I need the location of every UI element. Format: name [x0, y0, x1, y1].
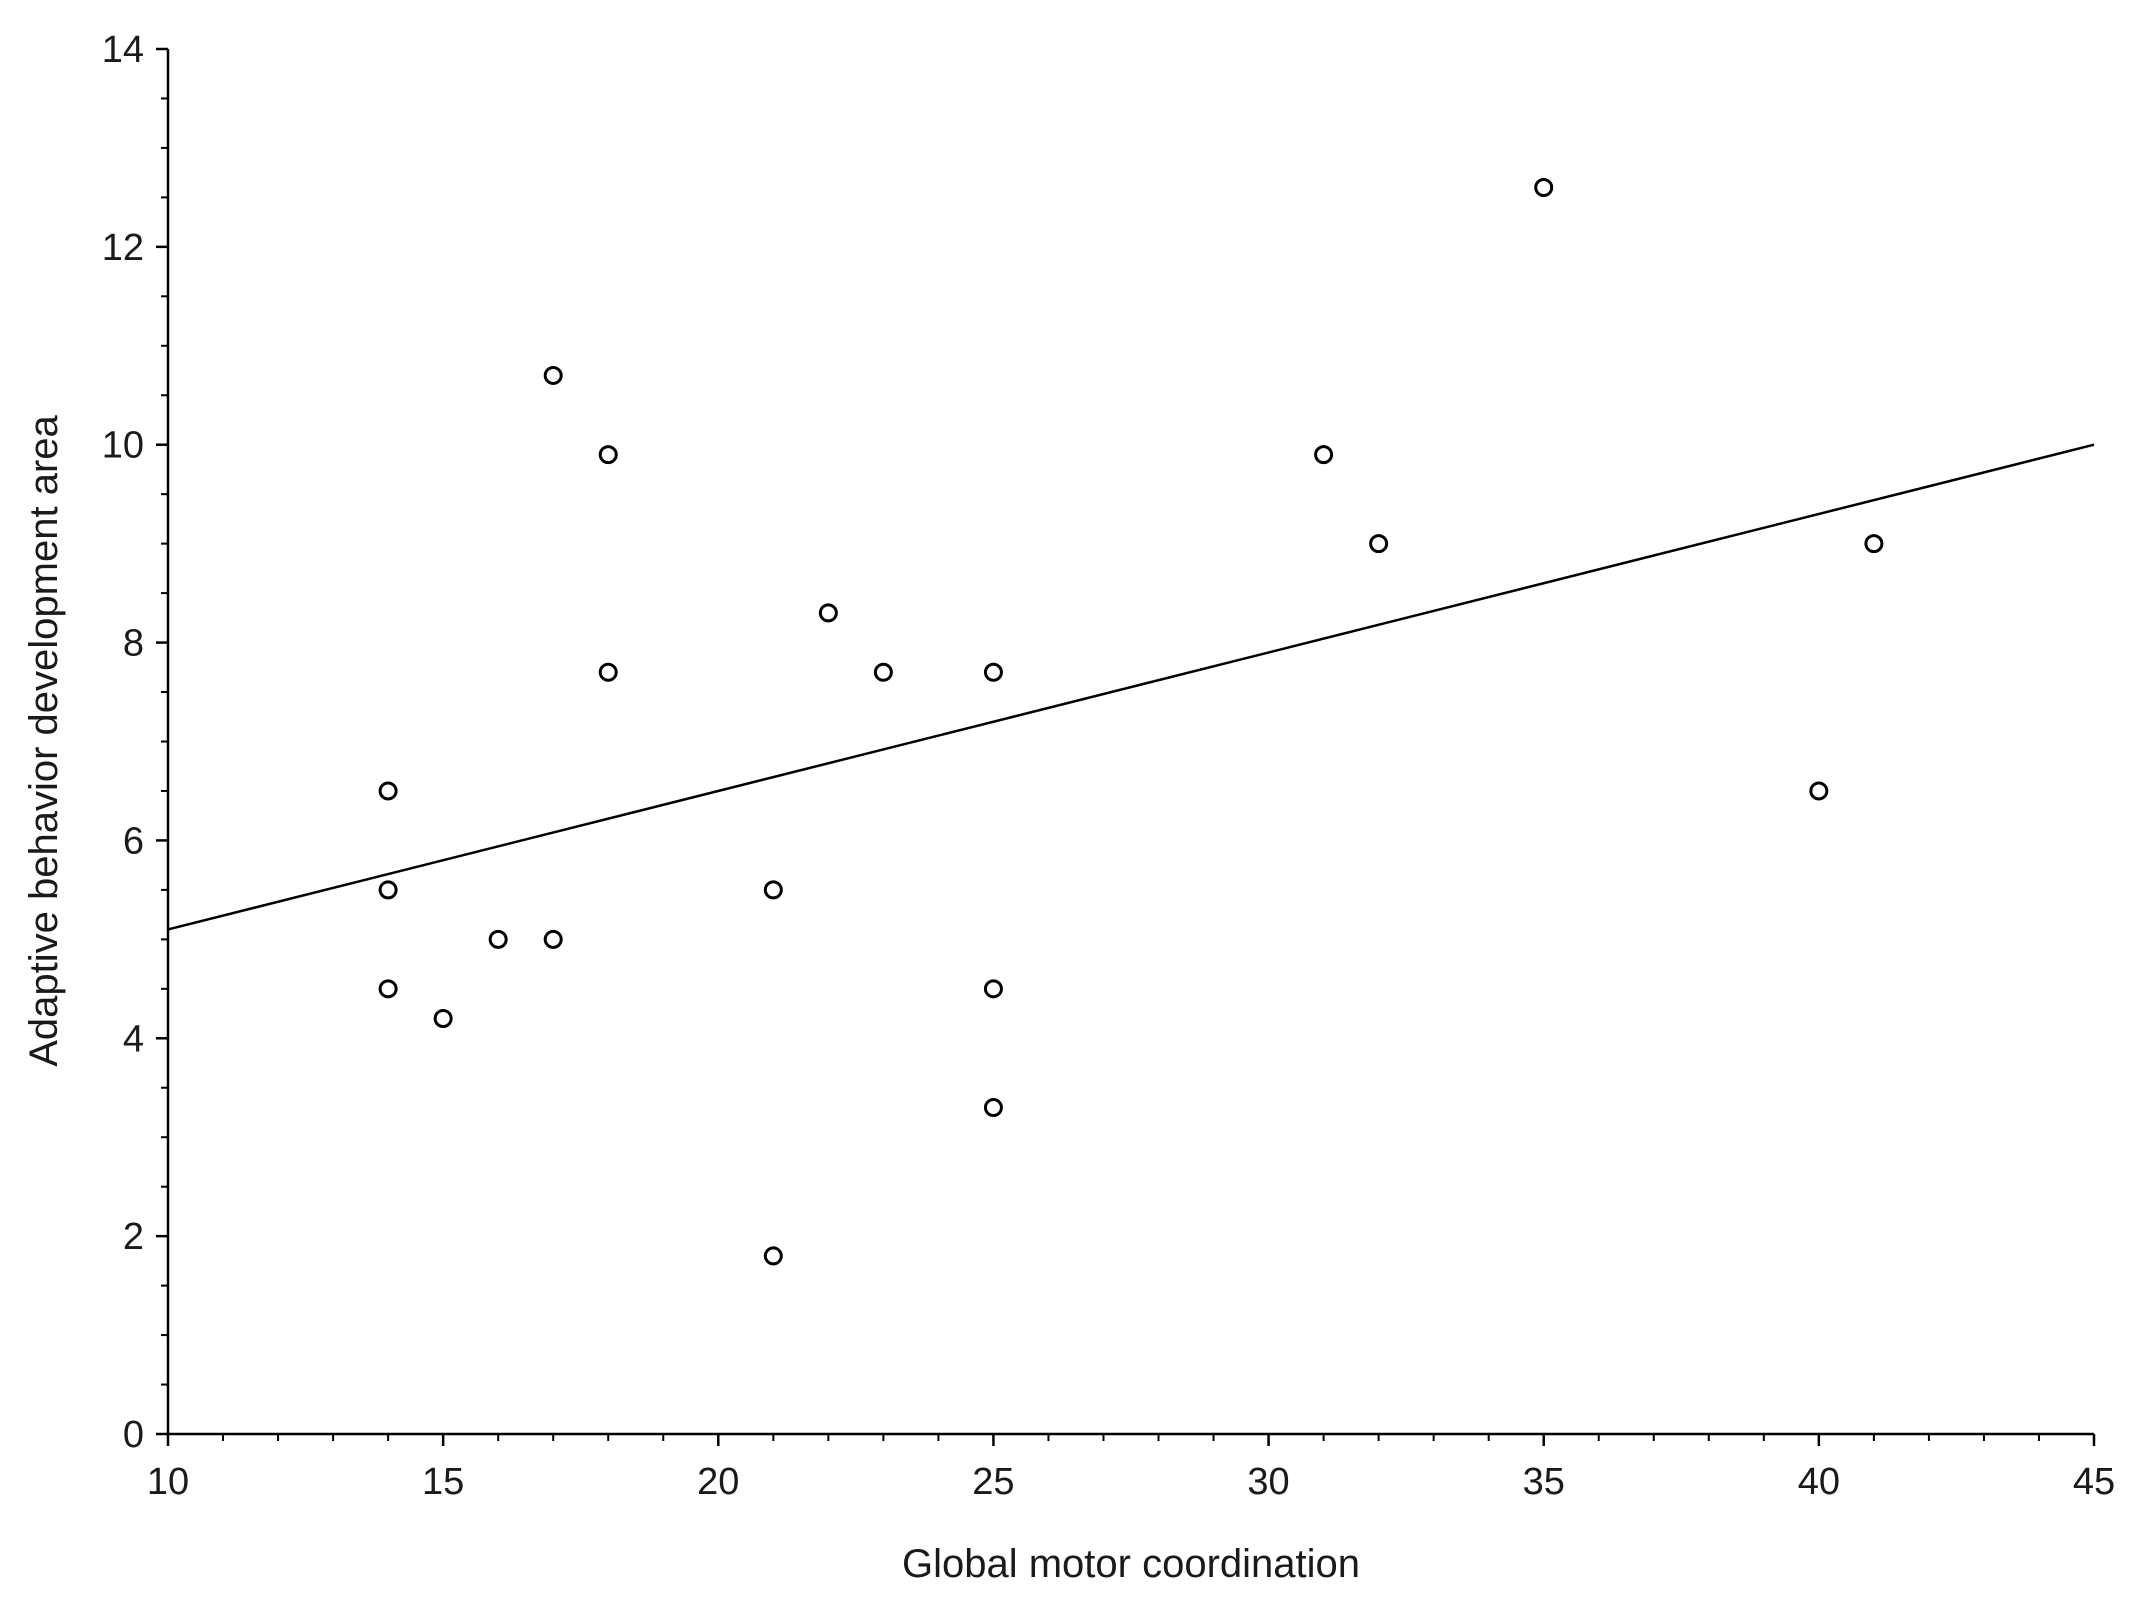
y-tick-labels: 0 2 4 6 8 10 12 14	[102, 29, 144, 1456]
x-tick-label: 10	[147, 1461, 189, 1503]
data-point	[1314, 445, 1334, 465]
y-axis-title: Adaptive behavior development area	[22, 414, 66, 1066]
x-tick-label: 30	[1247, 1461, 1289, 1503]
data-point	[1534, 178, 1554, 197]
y-tick-label: 4	[123, 1018, 144, 1060]
x-axis-title: Global motor coordination	[902, 1542, 1360, 1586]
data-points	[378, 178, 1884, 1266]
data-point	[1369, 534, 1389, 554]
data-point	[378, 880, 398, 900]
data-point	[378, 781, 398, 801]
data-point	[763, 1246, 783, 1266]
y-tick-label: 0	[123, 1414, 144, 1456]
data-point	[543, 365, 563, 385]
y-tick-label: 10	[102, 425, 144, 467]
data-point	[983, 1098, 1003, 1118]
data-point	[1864, 534, 1884, 554]
y-tick-label: 6	[123, 820, 144, 862]
data-point	[983, 979, 1003, 999]
major-ticks	[156, 47, 2096, 1446]
minor-ticks	[161, 97, 2040, 1441]
x-tick-label: 35	[1523, 1461, 1565, 1503]
y-tick-label: 14	[102, 29, 144, 71]
regression-line	[167, 443, 2095, 931]
data-point	[543, 929, 563, 949]
x-tick-labels: 10 15 20 25 30 35 40 45	[147, 1461, 2115, 1503]
data-point	[598, 445, 618, 465]
x-tick-label: 25	[972, 1461, 1014, 1503]
data-point	[983, 662, 1003, 682]
data-point	[488, 929, 508, 949]
data-point	[818, 603, 838, 623]
y-tick-label: 12	[102, 227, 144, 269]
axes	[166, 49, 2094, 1436]
y-tick-label: 8	[123, 623, 144, 665]
data-point	[378, 979, 398, 999]
data-point	[598, 662, 618, 682]
data-point	[1809, 781, 1829, 801]
data-point	[433, 1009, 453, 1028]
x-tick-label: 20	[697, 1461, 739, 1503]
x-tick-label: 45	[2073, 1461, 2115, 1503]
data-point	[873, 662, 893, 682]
x-tick-label: 15	[422, 1461, 464, 1503]
data-point	[763, 880, 783, 900]
x-tick-label: 40	[1798, 1461, 1840, 1503]
y-tick-label: 2	[123, 1216, 144, 1258]
